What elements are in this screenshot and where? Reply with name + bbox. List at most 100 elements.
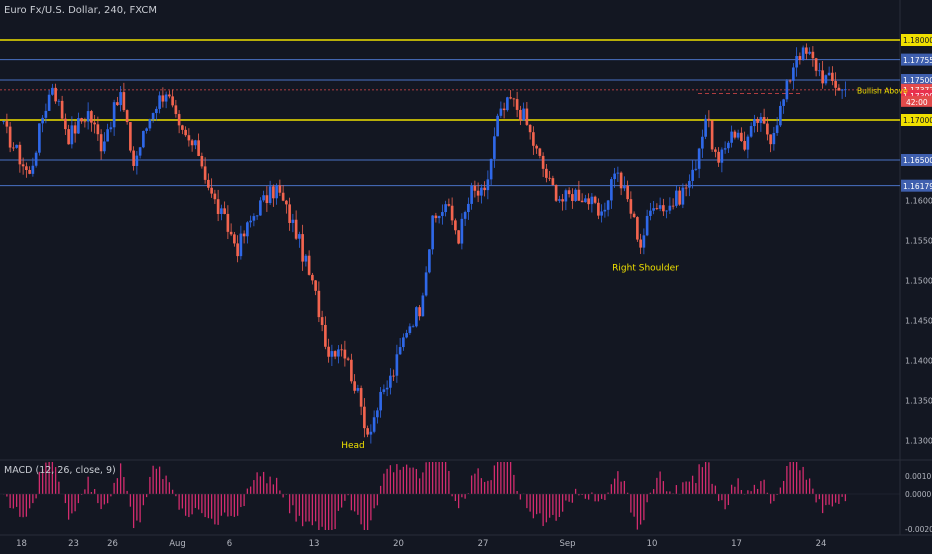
candle-body [353,381,356,391]
candle-body [301,234,304,262]
candle-body [694,168,698,170]
candle-body [171,96,174,106]
candle-body [743,141,746,150]
candle-body [593,196,597,203]
candle-body [697,148,701,169]
candle-body [54,87,57,102]
candle-body [584,198,587,203]
candle-body [116,102,119,106]
candle-body [561,199,564,202]
candle-body [47,94,51,111]
x-tick-label: 26 [107,539,118,549]
candle-body [285,200,288,205]
candle-body [766,123,769,135]
macd-histogram [2,462,847,530]
candle-body [44,110,48,118]
candle-body [447,204,451,206]
candle-body [645,215,649,236]
candle-body [288,204,291,223]
candle-body [18,144,22,165]
candle-body [190,140,194,146]
candle-body [366,428,369,435]
candle-body [639,239,642,248]
candle-body [801,47,805,60]
candle-body [616,172,620,174]
x-tick-label: Aug [169,539,186,549]
chart-title: Euro Fx/U.S. Dollar, 240, FXCM [4,5,157,16]
resistance-price-label: 1.17000 [903,116,932,125]
candle-body [145,128,148,131]
candle-body [814,58,818,71]
candle-body [155,108,158,114]
candle-body [681,187,685,205]
candle-body [496,115,499,137]
candle-body [138,147,142,156]
level-price-label: 1.16179 [903,182,932,191]
y-tick-label: 1.13500 [905,397,932,406]
candle-body [187,135,191,141]
annotation-label: Head [341,441,365,451]
candle-body [545,168,548,178]
candle-body [223,208,226,214]
candle-body [164,94,168,102]
level-price-label-box [901,154,932,166]
candle-body [255,215,259,217]
candle-body [359,388,363,407]
candle-body [200,155,204,167]
candle-body [727,142,730,149]
candle-body [132,150,135,166]
candle-body [444,204,447,213]
candle-body [194,140,197,146]
candle-body [151,113,155,120]
candle-body [463,212,467,219]
x-tick-label: Sep [559,539,575,549]
candle-body [291,219,295,223]
candle-body [99,134,103,152]
candle-body [457,230,460,244]
candle-body [210,187,213,194]
candle-body [671,205,675,207]
candle-body [753,118,756,127]
candle-body [525,108,529,125]
candle-body [678,190,681,205]
candle-body [775,125,779,133]
candle-body [262,195,265,201]
resistance-price-label-box [901,34,932,46]
candle-body [788,80,792,82]
candle-body [668,205,672,211]
candle-body [684,187,688,189]
candle-body [450,205,454,221]
candle-body [311,274,314,281]
candle-body [379,391,382,411]
candle-body [402,337,405,348]
candle-body [268,186,272,204]
candle-body [181,125,184,130]
candle-body [203,166,207,180]
candle-body [229,231,233,235]
candle-body [21,164,25,167]
candle-body [600,211,603,216]
candle-body [629,199,633,214]
candle-body [8,126,12,148]
candle-body [632,213,636,218]
x-tick-label: 23 [68,539,79,549]
candle-body [197,140,200,156]
candle-body [415,307,418,327]
candle-body [28,169,31,174]
candle-body [298,234,301,239]
candle-body [350,359,353,382]
x-tick-label: 6 [227,539,232,549]
candle-body [34,152,38,166]
macd-tick-label: 0.0010 [905,472,931,481]
candle-body [603,209,607,212]
candle-body [577,189,581,201]
candle-body [119,92,122,106]
candle-body [720,149,724,163]
candle-body [395,354,399,376]
x-tick-label: 18 [16,539,27,549]
candle-body [489,158,493,180]
candle-body [67,129,70,145]
